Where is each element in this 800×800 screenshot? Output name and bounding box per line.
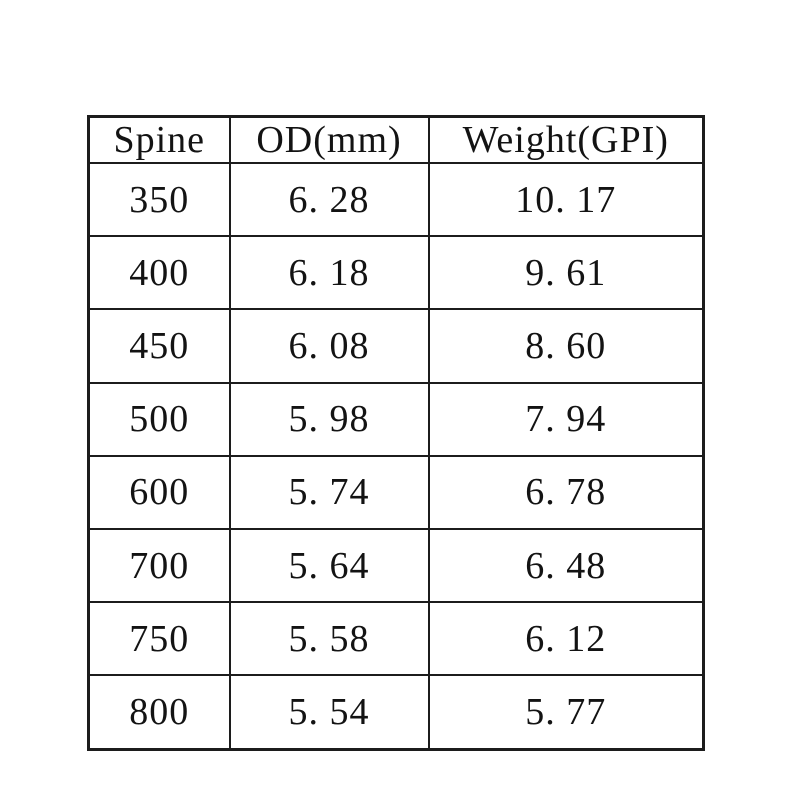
cell-od: 5. 98 [228, 381, 430, 457]
cell-weight: 8. 60 [427, 308, 705, 384]
cell-od: 5. 54 [228, 674, 430, 751]
cell-od: 5. 58 [228, 601, 430, 677]
header-row: Spine OD(mm) Weight(GPI) [87, 115, 705, 164]
table-row: 350 6. 28 10. 17 [87, 161, 705, 238]
cell-spine: 750 [87, 601, 231, 677]
cell-od: 6. 08 [228, 308, 430, 384]
cell-od: 6. 28 [228, 161, 430, 238]
cell-weight: 5. 77 [427, 674, 705, 751]
cell-od: 5. 64 [228, 528, 430, 604]
table-row: 700 5. 64 6. 48 [87, 528, 705, 604]
cell-spine: 600 [87, 454, 231, 531]
cell-spine: 350 [87, 161, 231, 238]
table-row: 800 5. 54 5. 77 [87, 674, 705, 751]
cell-spine: 400 [87, 235, 231, 311]
header-cell-spine: Spine [87, 115, 231, 164]
header-cell-weight: Weight(GPI) [427, 115, 705, 164]
cell-weight: 7. 94 [427, 381, 705, 457]
spec-table: Spine OD(mm) Weight(GPI) 350 6. 28 10. 1… [87, 115, 705, 751]
cell-spine: 450 [87, 308, 231, 384]
cell-weight: 9. 61 [427, 235, 705, 311]
table-row: 600 5. 74 6. 78 [87, 454, 705, 531]
cell-spine: 700 [87, 528, 231, 604]
table-row: 400 6. 18 9. 61 [87, 235, 705, 311]
cell-weight: 6. 12 [427, 601, 705, 677]
cell-weight: 6. 78 [427, 454, 705, 531]
cell-weight: 10. 17 [427, 161, 705, 238]
table-row: 750 5. 58 6. 12 [87, 601, 705, 677]
spec-table-container: Spine OD(mm) Weight(GPI) 350 6. 28 10. 1… [87, 115, 705, 751]
table-row: 450 6. 08 8. 60 [87, 308, 705, 384]
header-cell-od: OD(mm) [228, 115, 430, 164]
table-row: 500 5. 98 7. 94 [87, 381, 705, 457]
cell-od: 6. 18 [228, 235, 430, 311]
cell-od: 5. 74 [228, 454, 430, 531]
cell-weight: 6. 48 [427, 528, 705, 604]
cell-spine: 500 [87, 381, 231, 457]
cell-spine: 800 [87, 674, 231, 751]
